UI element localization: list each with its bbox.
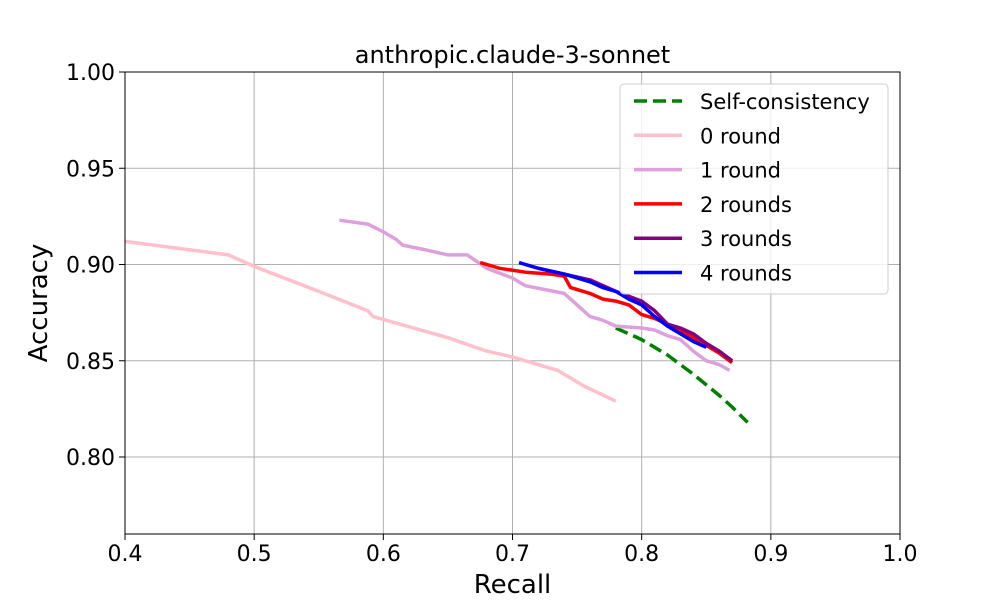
legend-label: 4 rounds xyxy=(700,262,792,286)
x-tick-label: 0.5 xyxy=(237,542,272,567)
series-line-self-consistency xyxy=(615,326,749,424)
legend-label: 2 rounds xyxy=(700,193,792,217)
y-tick-label: 0.95 xyxy=(66,157,115,182)
legend-label: 3 rounds xyxy=(700,227,792,251)
legend-box xyxy=(619,83,889,295)
legend-label: 1 round xyxy=(700,159,781,183)
y-tick-label: 1.00 xyxy=(66,61,115,86)
series-line-0-round xyxy=(124,239,617,403)
x-tick-label: 0.7 xyxy=(495,542,530,567)
y-tick-label: 0.85 xyxy=(66,350,115,375)
x-tick-label: 0.9 xyxy=(753,542,788,567)
chart-title: anthropic.claude-3-sonnet xyxy=(355,41,670,69)
x-tick-label: 0.8 xyxy=(624,542,659,567)
legend: Self-consistency 0 round 1 round 2 rounds 3 … xyxy=(619,83,889,295)
x-axis-ticks: 0.4 0.5 0.6 0.7 0.8 0.9 1.0 xyxy=(108,534,918,567)
y-axis-label: Accuracy xyxy=(24,244,54,363)
series-line-4-rounds xyxy=(518,260,708,349)
y-axis-ticks: 0.80 0.85 0.90 0.95 1.00 xyxy=(66,61,125,471)
series-lines xyxy=(124,218,749,424)
x-tick-label: 0.6 xyxy=(366,542,401,567)
series-line-2-rounds xyxy=(479,260,734,365)
legend-label: Self-consistency xyxy=(700,90,870,114)
legend-label: 0 round xyxy=(700,124,781,148)
y-tick-label: 0.80 xyxy=(66,446,115,471)
x-tick-label: 1.0 xyxy=(883,542,918,567)
y-tick-label: 0.90 xyxy=(66,254,115,279)
x-axis-label: Recall xyxy=(474,570,552,600)
series-line-1-round xyxy=(339,218,731,372)
x-tick-label: 0.4 xyxy=(108,542,143,567)
